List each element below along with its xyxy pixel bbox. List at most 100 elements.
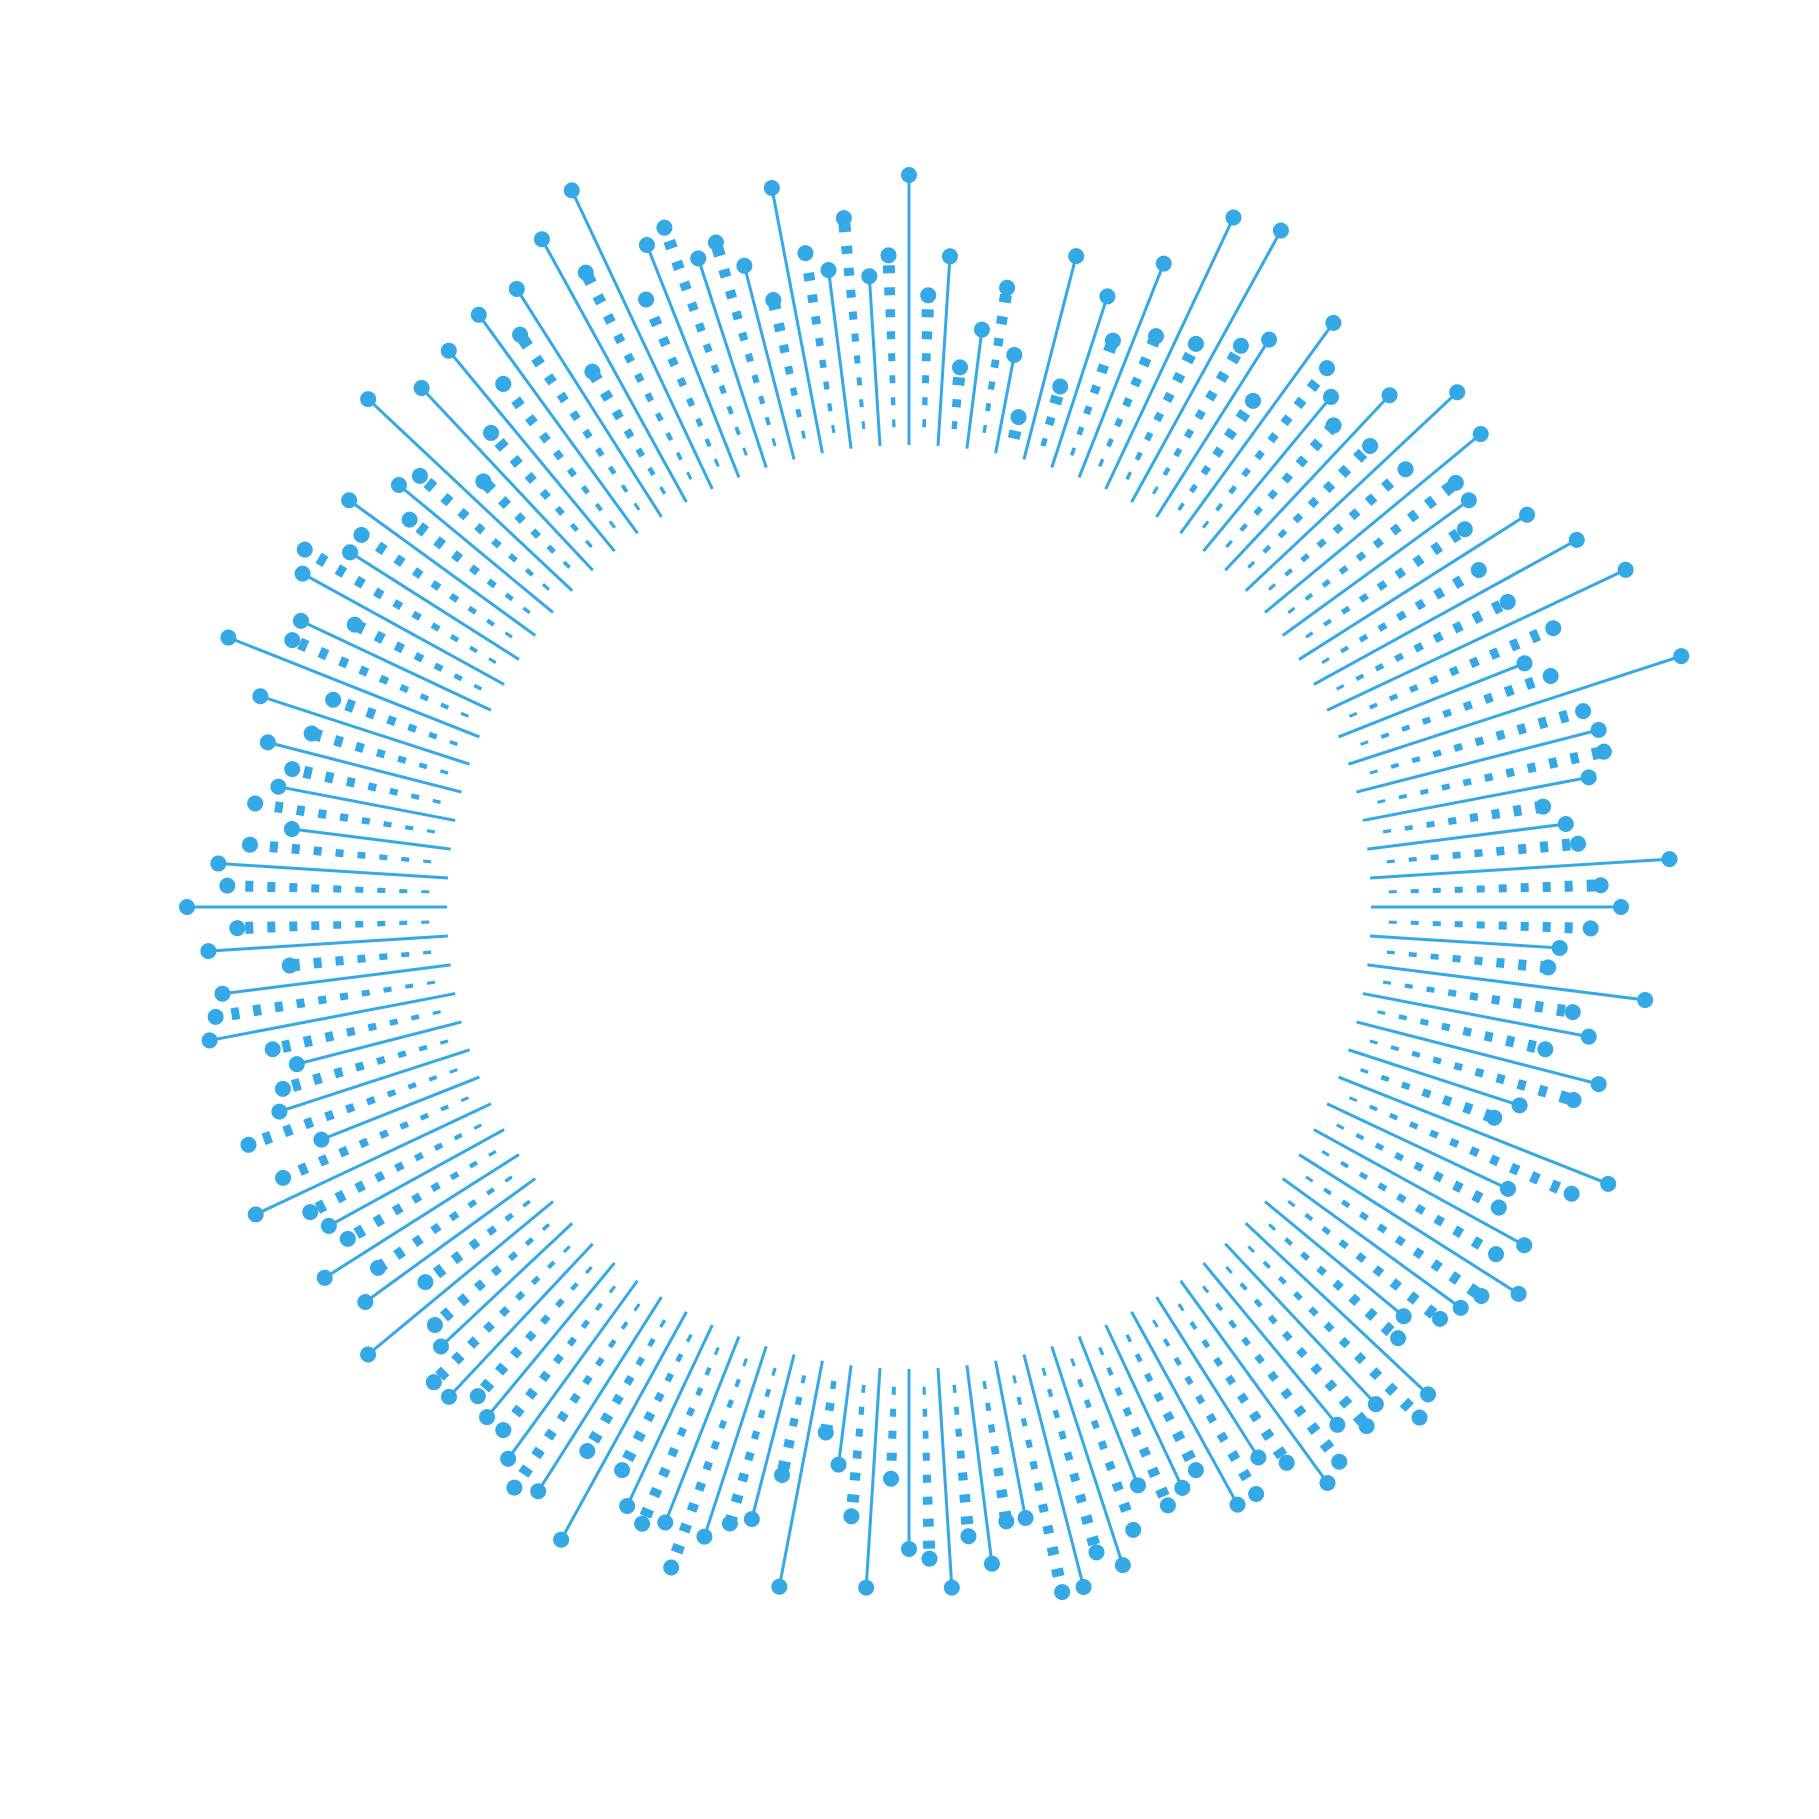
spoke-tick <box>372 1213 385 1228</box>
spoke-tick <box>1049 394 1064 406</box>
spoke-tick <box>230 1007 241 1021</box>
spoke-tick <box>448 1211 460 1222</box>
spoke-tick <box>678 1522 692 1534</box>
spoke-tick <box>335 849 344 858</box>
spoke-tick <box>315 552 329 568</box>
spoke-line <box>515 288 663 518</box>
spoke-tick <box>1406 1291 1420 1305</box>
spoke-tick <box>345 1026 356 1037</box>
spoke-tick <box>588 1430 603 1444</box>
spoke-tick <box>1432 749 1442 758</box>
spoke-line <box>1326 568 1627 712</box>
spoke-tick <box>643 1411 656 1423</box>
spoke-tick <box>297 637 310 652</box>
spoke-tick <box>473 1123 483 1130</box>
spoke-tick <box>1262 1260 1271 1269</box>
spoke-tick <box>430 622 441 632</box>
spoke-dot <box>1358 1418 1375 1435</box>
spoke-tick <box>449 739 458 747</box>
spoke-tick <box>1173 447 1183 458</box>
spoke-dot <box>1600 1175 1617 1192</box>
spoke-tick <box>800 1375 807 1384</box>
spoke-line <box>1362 775 1590 822</box>
spoke-dot <box>316 1269 333 1286</box>
spoke-tick <box>725 289 737 300</box>
spoke-tick <box>1235 409 1251 423</box>
spoke-line <box>1065 1342 1133 1530</box>
spoke-tick <box>1374 1142 1385 1151</box>
spoke-line <box>300 619 492 712</box>
spoke-tick <box>419 1112 430 1121</box>
spoke-tick <box>1448 1271 1462 1285</box>
spoke-line <box>397 483 554 614</box>
spoke-tick <box>1509 1162 1521 1176</box>
spoke-dot <box>657 1514 674 1531</box>
spoke-dot <box>294 565 311 582</box>
spoke-dot <box>1617 561 1634 578</box>
spoke-line <box>348 1142 512 1239</box>
spoke-tick <box>959 1493 971 1503</box>
spoke-tick <box>468 1238 481 1250</box>
spoke-tick <box>1505 1035 1516 1048</box>
spoke-tick <box>1069 447 1077 456</box>
spoke-tick <box>987 381 996 390</box>
spoke-tick <box>1041 1367 1047 1377</box>
spoke-tick <box>1307 496 1320 509</box>
spoke-tick <box>1452 1180 1464 1193</box>
spoke-tick <box>952 376 966 386</box>
spoke-tick <box>569 1392 581 1404</box>
spoke-tick <box>439 769 449 775</box>
spoke-tick <box>418 1044 428 1052</box>
spoke-dot <box>721 1515 738 1532</box>
spoke-dot <box>440 342 457 359</box>
spoke-dot <box>1248 1486 1265 1503</box>
spoke-dot <box>426 1316 443 1333</box>
spoke-tick <box>569 410 581 422</box>
spoke-line <box>367 397 574 592</box>
spoke-tick <box>392 599 404 611</box>
spoke-line <box>208 934 449 953</box>
spoke-tick <box>658 336 671 348</box>
spoke-line <box>1298 513 1528 661</box>
spoke-tick <box>1452 1225 1465 1239</box>
spoke-dot <box>1551 939 1568 956</box>
spoke-tick <box>1300 553 1310 563</box>
spoke-tick <box>1070 1358 1076 1367</box>
spoke-line <box>1202 395 1333 552</box>
spoke-dot <box>1229 1496 1246 1513</box>
spoke-dot <box>1159 1497 1176 1514</box>
spoke-tick <box>1374 663 1385 672</box>
spoke-tick <box>374 541 388 556</box>
spoke-tick <box>1134 1353 1143 1363</box>
spoke-line <box>267 740 462 794</box>
spoke-tick <box>539 431 551 444</box>
spoke-tick <box>1098 458 1105 468</box>
spoke-line <box>827 269 853 449</box>
spoke-line <box>1050 1345 1125 1566</box>
spoke-dot <box>433 1338 450 1355</box>
spoke-dot <box>1381 387 1398 404</box>
spoke-tick <box>644 392 655 403</box>
spoke-dot <box>1460 492 1477 509</box>
spoke-tick <box>613 332 626 345</box>
spoke-tick <box>654 412 664 422</box>
spoke-tick <box>982 1380 988 1390</box>
spoke-tick <box>1202 1285 1210 1294</box>
spoke-dot <box>1449 384 1466 401</box>
spoke-tick <box>430 1181 441 1193</box>
spoke-tick <box>1080 1514 1094 1526</box>
spoke-dot <box>284 761 301 778</box>
spoke-tick <box>504 631 513 639</box>
spoke-tick <box>1122 397 1133 408</box>
spoke-tick <box>1162 466 1171 477</box>
spoke-dot <box>210 855 227 872</box>
spoke-tick <box>1386 950 1395 955</box>
spoke-tick <box>737 1472 749 1483</box>
spoke-dot <box>1486 1109 1503 1126</box>
spoke-tick <box>1280 1387 1293 1400</box>
spoke-tick <box>1503 684 1515 697</box>
spoke-dot <box>1250 1449 1267 1466</box>
spoke-tick <box>1284 568 1293 577</box>
spoke-tick <box>1267 489 1278 500</box>
spoke-tick <box>391 1203 404 1216</box>
